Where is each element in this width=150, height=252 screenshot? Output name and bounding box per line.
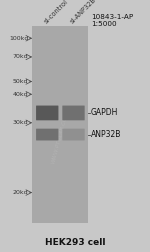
FancyBboxPatch shape <box>62 106 85 120</box>
Text: si-ANP32B: si-ANP32B <box>69 0 98 25</box>
Text: 40kd: 40kd <box>13 92 28 97</box>
FancyBboxPatch shape <box>36 106 58 120</box>
Text: HEK293 cell: HEK293 cell <box>45 238 105 247</box>
Text: ANP32B: ANP32B <box>91 130 122 139</box>
Text: 70kd: 70kd <box>13 54 28 59</box>
Text: GAPDH: GAPDH <box>91 108 118 117</box>
Text: 20kd: 20kd <box>13 190 28 195</box>
Text: si-control: si-control <box>43 0 69 25</box>
FancyBboxPatch shape <box>62 129 85 140</box>
Text: 10843-1-AP
1:5000: 10843-1-AP 1:5000 <box>92 14 134 27</box>
Text: 30kd: 30kd <box>13 120 28 125</box>
FancyBboxPatch shape <box>36 129 58 140</box>
Bar <box>32 26 88 223</box>
Text: 100kd: 100kd <box>9 36 28 41</box>
Text: 50kd: 50kd <box>13 79 28 84</box>
Text: WWW.PTGLAB.COM: WWW.PTGLAB.COM <box>51 111 69 164</box>
